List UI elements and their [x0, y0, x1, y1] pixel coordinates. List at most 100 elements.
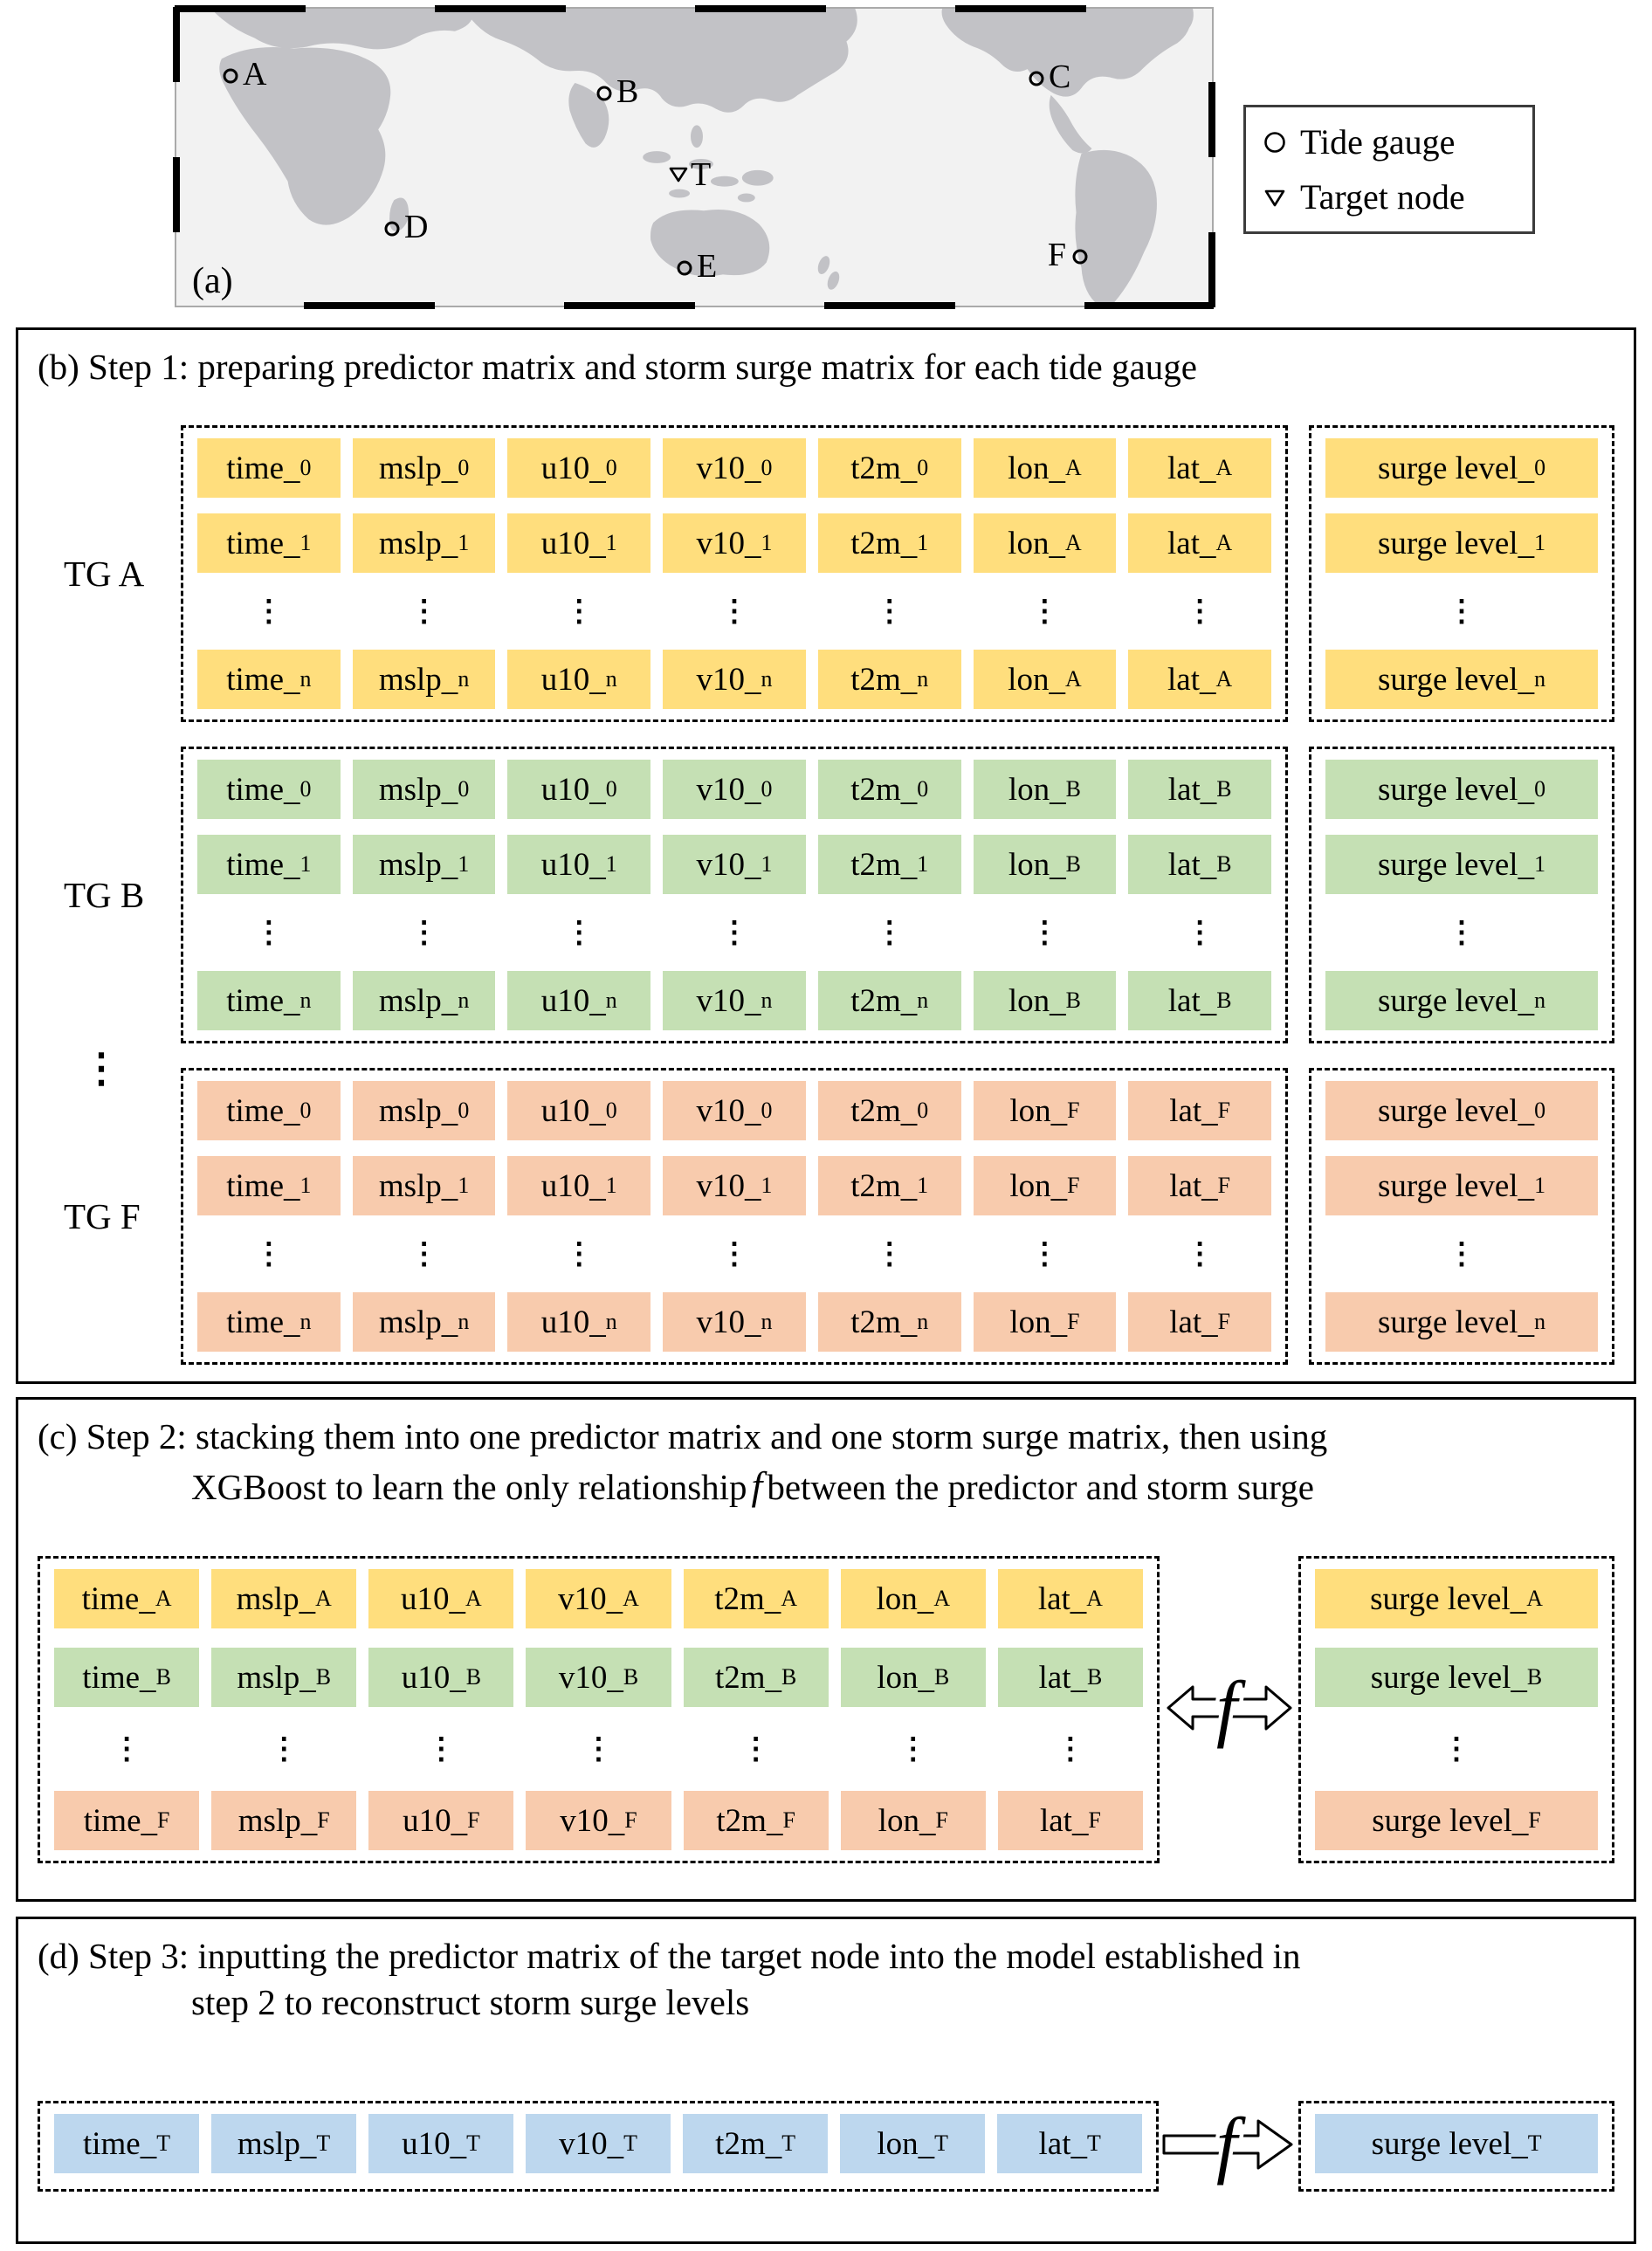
surge-row: surge level_ 0 [1325, 1081, 1598, 1141]
ellipsis: ⋮ [564, 1238, 595, 1271]
matrix-row: ⋮ ⋮ ⋮ ⋮ ⋮ ⋮ ⋮ [197, 1231, 1271, 1277]
map-frame-ticks-bottom [175, 302, 1214, 309]
relationship-arrow: f [1164, 1660, 1295, 1760]
ellipsis: ⋮ [1029, 1238, 1060, 1271]
station-label: F [1047, 237, 1066, 274]
map-panel: A B C D T E F (a) [173, 5, 1215, 309]
ellipsis: ⋮ [583, 1733, 614, 1766]
matrix-cell: v10_ 0 [663, 760, 806, 820]
matrix-cell: t2m_ 0 [817, 1081, 961, 1141]
matrix-cell: lat_ A [1128, 650, 1271, 710]
tg-label: TG B [64, 875, 145, 916]
matrix-cell: time_ B [54, 1648, 200, 1708]
ellipsis: ⋮ [719, 595, 749, 629]
matrix-cell: t2m_ n [817, 650, 961, 710]
surge-row: surge level_ 1 [1325, 513, 1598, 574]
panel-b-title: (b) Step 1: preparing predictor matrix a… [38, 347, 1197, 387]
target-node-icon [1263, 187, 1286, 208]
matrix-cell: time_ T [54, 2114, 200, 2174]
tide-gauge-marker [384, 221, 400, 237]
ellipsis: ⋮ [1055, 1733, 1085, 1766]
matrix-cell: lat_ F [997, 1791, 1143, 1851]
matrix-cell: v10_ n [663, 971, 806, 1031]
surge-row: surge level_ n [1325, 971, 1598, 1031]
tide-gauge-marker [677, 260, 692, 276]
matrix-cell: time_ F [54, 1791, 200, 1851]
panel-d-title: (d) Step 3: inputting the predictor matr… [38, 1933, 1614, 2027]
matrix-cell: mslp_ A [211, 1569, 357, 1629]
surge-row: surge level_ 0 [1325, 760, 1598, 820]
matrix-cell: v10_ 1 [663, 513, 806, 574]
matrix-cell: u10_ T [368, 2114, 514, 2174]
matrix-cell: v10_ 1 [663, 835, 806, 895]
panel-d-title-line1: (d) Step 3: inputting the predictor matr… [38, 1936, 1301, 1976]
ellipsis: ⋮ [874, 595, 905, 629]
surge-row: surge level_ A [1315, 1569, 1598, 1629]
matrix-cell: v10_ F [526, 1791, 671, 1851]
surge-matrix: surge level_ 0 surge level_ 1 ⋮ surge level_ n [1309, 1068, 1614, 1366]
surge-cell: surge level_ 1 [1325, 513, 1598, 574]
more-gauges-ellipsis: ⋮ [81, 1046, 121, 1091]
matrix-cell: u10_ 1 [507, 835, 651, 895]
matrix-cell: t2m_ 0 [817, 760, 961, 820]
matrix-cell: mslp_ 1 [352, 513, 496, 574]
matrix-cell: lon_ F [973, 1081, 1117, 1141]
matrix-cell: u10_ n [507, 650, 651, 710]
matrix-cell: v10_ T [526, 2114, 671, 2174]
ellipsis: ⋮ [1447, 1238, 1476, 1271]
ellipsis: ⋮ [1185, 917, 1215, 950]
ellipsis: ⋮ [409, 917, 439, 950]
matrix-cell: v10_ 0 [663, 438, 806, 499]
matrix-cell: mslp_ 1 [352, 1156, 496, 1216]
matrix-cell: u10_ n [507, 971, 651, 1031]
surge-matrix: surge level_ 0 surge level_ 1 ⋮ surge level_ n [1309, 747, 1614, 1044]
station-label: A [243, 56, 267, 93]
tide-gauge-marker [1029, 71, 1044, 86]
matrix-cell: t2m_ A [683, 1569, 829, 1629]
ellipsis: ⋮ [112, 1733, 142, 1766]
ellipsis: ⋮ [898, 1733, 928, 1766]
ellipsis: ⋮ [1442, 1733, 1471, 1766]
matrix-cell: t2m_ 0 [817, 438, 961, 499]
matrix-cell: v10_ B [526, 1648, 671, 1708]
matrix-cell: lat_ F [1128, 1292, 1271, 1353]
matrix-cell: t2m_ 1 [817, 1156, 961, 1216]
matrix-row: ⋮ ⋮ ⋮ ⋮ ⋮ ⋮ ⋮ [197, 589, 1271, 634]
tg-label: TG A [64, 554, 145, 595]
surge-row: ⋮ [1325, 1231, 1598, 1277]
matrix-cell: time_ n [197, 650, 341, 710]
ellipsis: ⋮ [269, 1733, 299, 1766]
matrix-cell: t2m_ 1 [817, 513, 961, 574]
matrix-cell: time_ 1 [197, 1156, 341, 1216]
ellipsis: ⋮ [409, 1238, 439, 1271]
matrix-cell: lat_ A [997, 1569, 1143, 1629]
station-label: E [697, 248, 718, 286]
matrix-cell: lon_ B [973, 760, 1117, 820]
surge-cell: surge level_ n [1325, 971, 1598, 1031]
matrix-cell: lat_ B [997, 1648, 1143, 1708]
matrix-cell: mslp_ n [352, 650, 496, 710]
station-label: B [616, 73, 639, 111]
matrix-cell: u10_ 0 [507, 760, 651, 820]
title-text-pre: XGBoost to learn the only relationship [191, 1467, 747, 1508]
target-node-marker [669, 166, 688, 187]
map-legend: Tide gauge Target node [1243, 105, 1535, 234]
ellipsis: ⋮ [1029, 595, 1060, 629]
title-text-post: between the predictor and storm surge [767, 1467, 1314, 1508]
matrix-cell: t2m_ n [817, 1292, 961, 1353]
matrix-cell: lat_ A [1128, 438, 1271, 499]
matrix-cell: lon_ A [973, 650, 1117, 710]
matrix-cell: t2m_ F [683, 1791, 829, 1851]
surge-cell: surge level_ A [1315, 1569, 1598, 1629]
panel-c-title-line2: XGBoost to learn the only relationship f b… [191, 1460, 1614, 1512]
matrix-cell: time_ 0 [197, 760, 341, 820]
ellipsis: ⋮ [874, 917, 905, 950]
